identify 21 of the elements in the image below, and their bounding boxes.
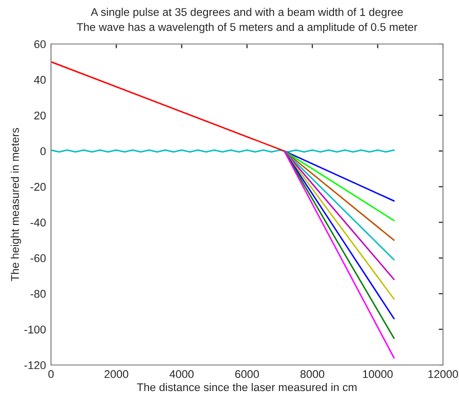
- x-tick-label: 2000: [104, 370, 128, 378]
- x-tick-label: 12000: [428, 370, 458, 378]
- y-tick-label: -100: [24, 326, 46, 334]
- y-tick-label: -120: [24, 361, 46, 370]
- x-tick-label: 6000: [235, 370, 259, 378]
- y-axis-title: The height measured in meters: [10, 128, 22, 282]
- y-tick-label: 40: [34, 76, 46, 84]
- y-tick-label: -20: [30, 182, 46, 191]
- chart-subtitle: The wave has a wavelength of 5 meters and a amplitude of 0.5 meter: [76, 22, 418, 34]
- x-tick-label: 0: [48, 370, 54, 378]
- y-tick-label: -40: [30, 218, 46, 226]
- y-tick-label: -60: [30, 254, 46, 262]
- y-tick-label: -80: [30, 290, 46, 298]
- chart-title: A single pulse at 35 degrees and with a beam width of 1 degree: [90, 8, 403, 18]
- x-tick-label: 10000: [363, 370, 393, 378]
- y-tick-label: 0: [40, 147, 46, 156]
- x-axis-title: The distance since the laser measured in cm: [137, 382, 357, 392]
- y-tick-label: 20: [34, 112, 46, 120]
- y-tick-label: 60: [34, 40, 46, 48]
- x-tick-label: 4000: [170, 370, 194, 378]
- x-tick-label: 8000: [300, 370, 324, 378]
